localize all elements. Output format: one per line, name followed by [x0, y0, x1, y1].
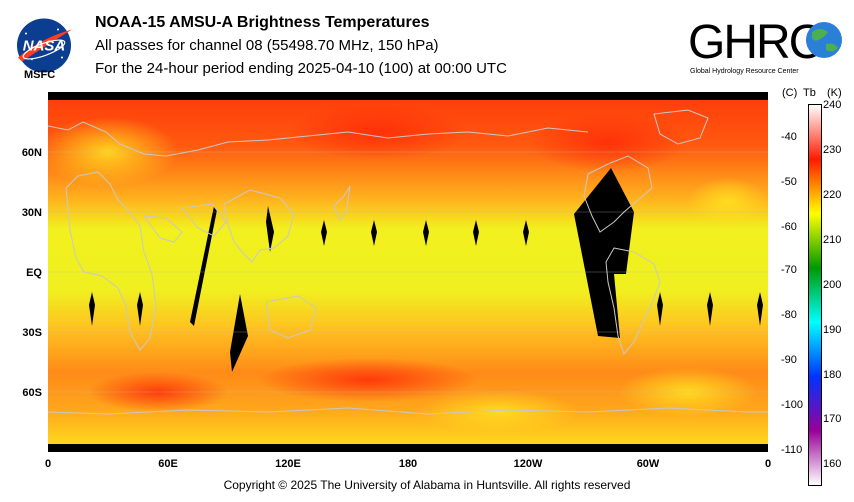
coastlines — [48, 109, 768, 415]
channel-subtitle: All passes for channel 08 (55498.70 MHz,… — [95, 37, 439, 54]
orbit-gaps — [89, 168, 763, 372]
colorbar-header-kelvin: (K) — [827, 87, 842, 99]
lon-label-0-left: 0 — [44, 458, 52, 470]
ghrc-logo: GHRC Global Hydrology Resource Center — [688, 16, 842, 75]
colorbar-kelvin-tick: 180 — [823, 369, 842, 381]
lon-label-120w: 120W — [513, 458, 543, 470]
ghrc-caption: Global Hydrology Resource Center — [690, 68, 799, 75]
lon-label-60w: 60W — [636, 458, 660, 470]
colorbar-kelvin-tick: 170 — [823, 413, 842, 425]
colorbar-celsius-tick: -100 — [781, 399, 804, 411]
colorbar-celsius-tick: -110 — [781, 444, 803, 456]
colorbar-celsius-tick: -80 — [781, 309, 797, 321]
colorbar-kelvin-tick: 220 — [823, 189, 842, 201]
lat-label-30n: 30N — [21, 207, 42, 219]
colorbar-celsius-tick: -50 — [781, 176, 797, 188]
title-block: NOAA-15 AMSU-A Brightness Temperatures A… — [95, 12, 507, 80]
lon-label-60e: 60E — [158, 458, 178, 470]
lat-label-eq: EQ — [26, 267, 42, 279]
south-nodata-band — [48, 444, 768, 452]
colorbar-kelvin-tick: 160 — [823, 458, 842, 470]
ghrc-wordmark: GHRC — [688, 16, 822, 69]
brightness-map — [48, 92, 768, 452]
north-nodata-band — [48, 92, 768, 100]
colorbar-header-celsius: (C) — [782, 87, 798, 99]
colorbar-celsius-tick: -90 — [781, 354, 797, 366]
colorbar-kelvin-tick: 210 — [823, 234, 842, 246]
lat-label-60s: 60S — [22, 387, 42, 399]
colorbar-kelvin-tick: 190 — [823, 324, 842, 336]
lat-label-60n: 60N — [21, 147, 42, 159]
colorbar-kelvin-tick: 230 — [823, 144, 842, 156]
lat-label-30s: 30S — [22, 327, 42, 339]
lon-label-0-right: 0 — [764, 458, 772, 470]
colorbar-kelvin-tick: 200 — [823, 279, 842, 291]
nasa-caption: MSFC — [24, 69, 56, 81]
nasa-logo: NASA — [17, 18, 72, 73]
nasa-wordmark: NASA — [23, 38, 66, 55]
lon-label-120e: 120E — [275, 458, 301, 470]
lon-label-180: 180 — [398, 458, 418, 470]
colorbar-kelvin-tick: 240 — [823, 99, 842, 111]
colorbar-celsius-tick: -40 — [781, 131, 797, 143]
period-subtitle: For the 24-hour period ending 2025-04-10… — [95, 60, 507, 77]
map-canvas — [48, 92, 768, 452]
colorbar-celsius-tick: -60 — [781, 221, 797, 233]
colorbar-header-tb: Tb — [803, 87, 816, 99]
colorbar-celsius-tick: -70 — [781, 264, 797, 276]
copyright-notice: Copyright © 2025 The University of Alaba… — [223, 478, 631, 492]
colorbar — [808, 104, 822, 486]
page-title: NOAA-15 AMSU-A Brightness Temperatures — [95, 14, 430, 31]
